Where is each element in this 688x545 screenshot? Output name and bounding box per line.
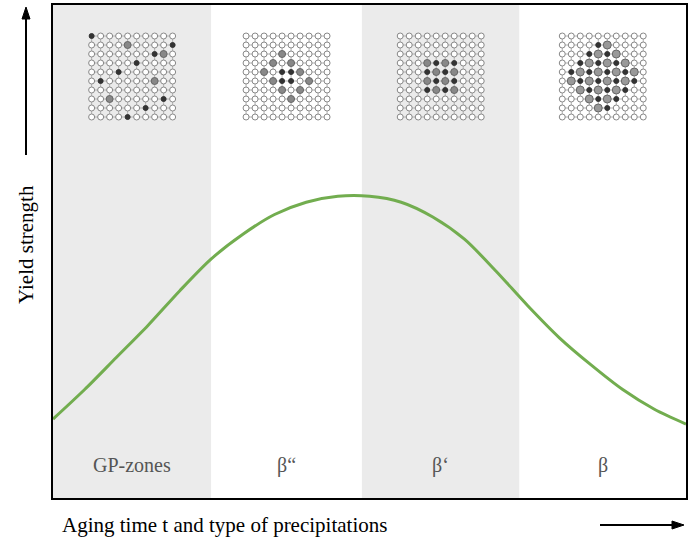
svg-text:β“: β“ <box>277 454 296 477</box>
svg-text:GP-zones: GP-zones <box>93 454 171 476</box>
svg-text:β‘: β‘ <box>432 454 449 477</box>
svg-text:Aging time t and type of preci: Aging time t and type of precipitations <box>62 513 387 537</box>
svg-text:β: β <box>598 454 608 477</box>
svg-text:Yield strength: Yield strength <box>14 185 38 304</box>
